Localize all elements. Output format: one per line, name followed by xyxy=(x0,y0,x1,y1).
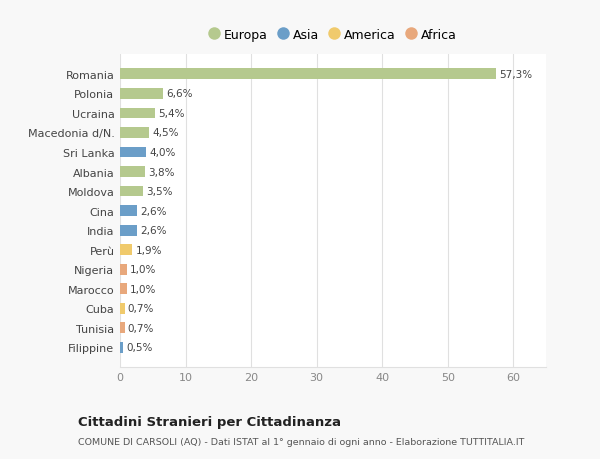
Text: 57,3%: 57,3% xyxy=(499,70,532,79)
Text: COMUNE DI CARSOLI (AQ) - Dati ISTAT al 1° gennaio di ogni anno - Elaborazione TU: COMUNE DI CARSOLI (AQ) - Dati ISTAT al 1… xyxy=(78,437,524,446)
Text: 0,5%: 0,5% xyxy=(127,343,153,353)
Bar xyxy=(120,303,125,314)
Text: 1,9%: 1,9% xyxy=(136,245,162,255)
Bar xyxy=(120,147,146,158)
Bar xyxy=(120,264,127,275)
Legend: Europa, Asia, America, Africa: Europa, Asia, America, Africa xyxy=(204,24,462,47)
Text: 1,0%: 1,0% xyxy=(130,284,156,294)
Text: 4,5%: 4,5% xyxy=(153,128,179,138)
Bar xyxy=(120,108,155,119)
Bar xyxy=(120,167,145,178)
Bar xyxy=(120,323,125,334)
Bar xyxy=(120,186,143,197)
Text: 5,4%: 5,4% xyxy=(158,109,185,118)
Bar xyxy=(120,284,127,295)
Bar xyxy=(120,128,149,139)
Text: 0,7%: 0,7% xyxy=(128,323,154,333)
Text: 0,7%: 0,7% xyxy=(128,304,154,313)
Text: 3,5%: 3,5% xyxy=(146,187,173,196)
Bar xyxy=(120,206,137,217)
Text: 2,6%: 2,6% xyxy=(140,206,167,216)
Bar xyxy=(120,225,137,236)
Bar xyxy=(120,89,163,100)
Text: 2,6%: 2,6% xyxy=(140,226,167,235)
Text: 4,0%: 4,0% xyxy=(149,148,176,157)
Bar xyxy=(120,245,133,256)
Bar xyxy=(120,342,123,353)
Text: Cittadini Stranieri per Cittadinanza: Cittadini Stranieri per Cittadinanza xyxy=(78,415,341,428)
Bar xyxy=(120,69,496,80)
Text: 3,8%: 3,8% xyxy=(148,167,175,177)
Text: 6,6%: 6,6% xyxy=(167,89,193,99)
Text: 1,0%: 1,0% xyxy=(130,265,156,274)
